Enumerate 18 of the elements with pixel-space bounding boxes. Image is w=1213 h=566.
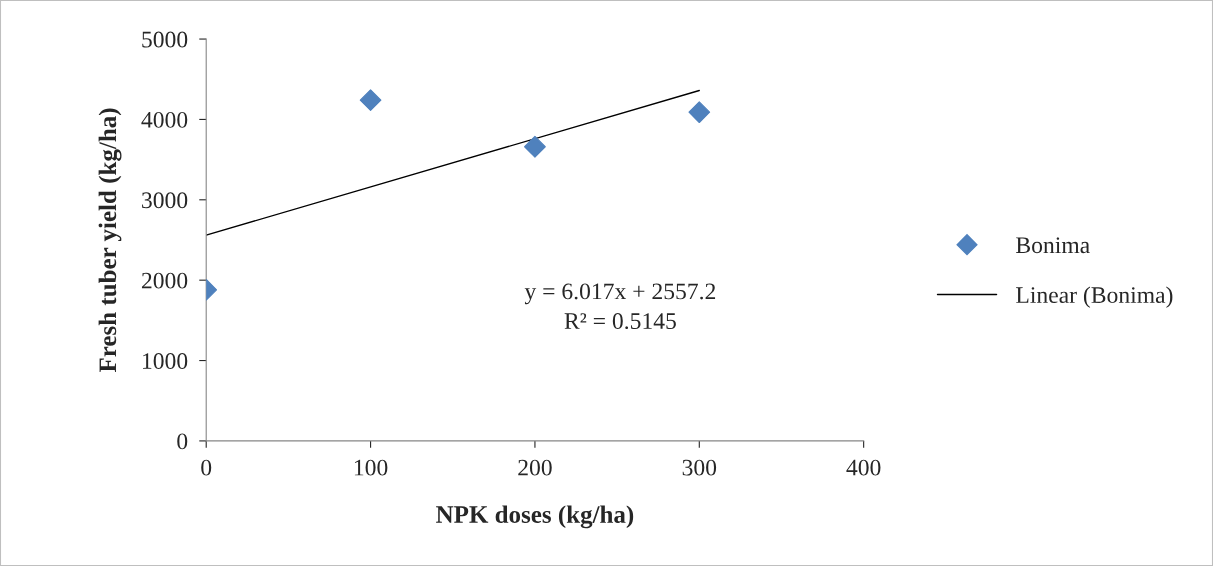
legend-label: Bonima — [1016, 237, 1090, 254]
x-axis-title: NPK doses (kg/ha) — [436, 505, 634, 529]
y-tick-label: 2000 — [141, 272, 188, 289]
x-tick-label: 300 — [682, 459, 717, 476]
y-tick-label: 0 — [177, 433, 188, 450]
legend-label: Linear (Bonima) — [1016, 286, 1173, 308]
y-tick-label: 4000 — [141, 111, 188, 128]
y-axis-title: Fresh tuber yield (kg/ha) — [98, 108, 122, 373]
x-tick-label: 400 — [846, 459, 881, 476]
point — [524, 135, 546, 158]
y-tick-label: 5000 — [142, 31, 188, 48]
y-tick-label: 1000 — [143, 353, 188, 369]
x-tick-label: 100 — [354, 459, 388, 476]
x-tick-label: 200 — [518, 459, 552, 476]
y-tick-label: 3000 — [142, 192, 188, 209]
point — [688, 101, 711, 124]
annotation: y = 6.017x + 2557.2 R² = 0.5145 — [524, 283, 716, 330]
x-tick-label: 0 — [201, 459, 212, 476]
